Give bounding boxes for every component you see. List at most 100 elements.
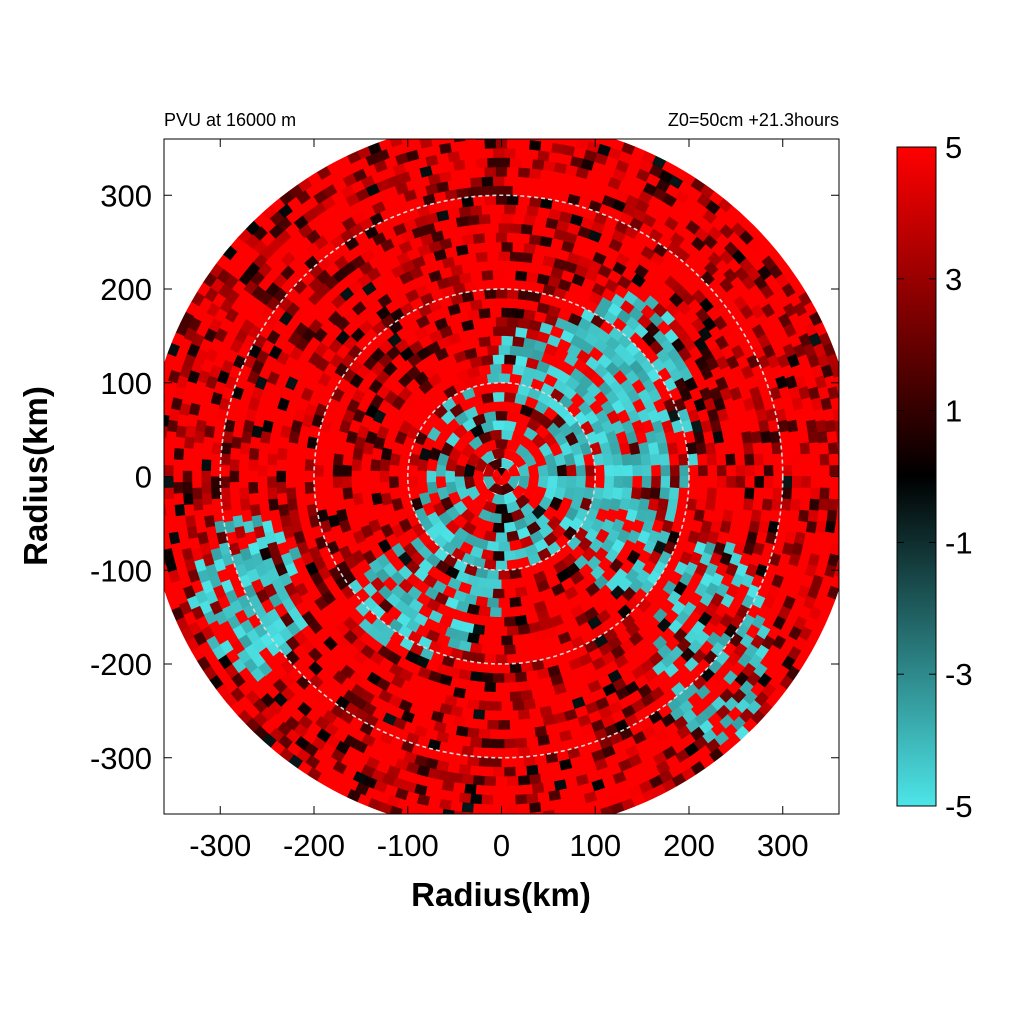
field-cell	[495, 382, 508, 393]
field-cell	[414, 754, 428, 768]
field-cell	[427, 240, 442, 254]
field-cell	[777, 419, 790, 433]
field-cell	[375, 261, 391, 276]
field-cell	[360, 644, 376, 660]
colorbar-tick-label: 1	[945, 394, 962, 429]
field-cell	[495, 626, 508, 637]
field-cell	[824, 374, 837, 389]
field-cell	[441, 684, 456, 697]
field-cell	[495, 260, 508, 271]
field-cell	[438, 237, 453, 250]
field-cell	[579, 339, 595, 355]
field-cell	[389, 380, 405, 397]
field-cell	[632, 397, 647, 413]
field-cell	[441, 160, 455, 173]
field-cell	[294, 459, 306, 472]
field-cell	[417, 696, 432, 710]
field-cell	[562, 552, 578, 568]
field-cell	[621, 452, 633, 466]
field-cell	[213, 419, 226, 433]
field-cell	[553, 682, 568, 696]
field-cell	[449, 535, 465, 551]
field-cell	[687, 186, 703, 202]
field-cell	[454, 476, 466, 490]
field-cell	[595, 409, 610, 425]
field-cell	[258, 647, 274, 663]
field-cell	[537, 463, 549, 477]
field-cell	[363, 568, 379, 584]
field-cell	[682, 336, 697, 352]
field-cell	[743, 498, 755, 511]
field-cell	[307, 318, 323, 334]
field-cell	[614, 251, 630, 267]
field-cell	[536, 178, 550, 190]
field-cell	[172, 386, 186, 401]
field-cell	[671, 165, 687, 180]
field-cell	[593, 633, 609, 649]
field-cell	[512, 484, 528, 501]
field-cell	[565, 506, 580, 522]
field-cell	[164, 465, 174, 477]
field-cell	[522, 365, 537, 379]
field-cell	[814, 374, 828, 389]
field-cell	[563, 525, 579, 542]
field-cell	[770, 654, 786, 670]
field-cell	[458, 611, 473, 624]
field-cell	[539, 197, 553, 210]
field-cell	[523, 485, 538, 501]
field-cell	[533, 600, 548, 614]
field-cell	[481, 147, 494, 159]
field-cell	[601, 370, 617, 387]
field-cell	[599, 139, 614, 148]
field-cell	[834, 564, 839, 578]
field-cell	[279, 325, 295, 341]
field-cell	[378, 689, 393, 704]
field-cell	[284, 650, 300, 666]
field-cell	[753, 662, 769, 678]
field-cell	[515, 643, 528, 655]
field-cell	[603, 627, 619, 643]
field-cell	[537, 791, 551, 804]
field-cell	[436, 572, 452, 587]
field-cell	[594, 787, 609, 801]
field-cell	[668, 763, 684, 779]
field-cell	[647, 497, 660, 512]
field-cell	[545, 694, 559, 707]
field-cell	[258, 392, 272, 407]
field-cell	[660, 653, 677, 669]
field-cell	[504, 550, 517, 562]
field-cell	[308, 674, 324, 690]
field-cell	[542, 714, 556, 727]
field-cell	[554, 486, 567, 501]
field-cell	[409, 551, 426, 567]
field-cell	[338, 419, 352, 434]
field-cell	[230, 436, 242, 450]
field-cell	[324, 722, 340, 738]
field-cell	[204, 650, 219, 667]
field-cell	[801, 542, 814, 556]
field-cell	[436, 486, 450, 501]
field-cell	[252, 712, 269, 728]
field-cell	[788, 312, 803, 327]
field-cell	[529, 802, 542, 814]
field-cell	[713, 315, 728, 331]
field-cell	[431, 502, 447, 518]
field-cell	[428, 492, 442, 507]
field-cell	[768, 386, 782, 401]
field-cell	[610, 645, 627, 660]
field-cell	[735, 333, 751, 349]
field-cell	[574, 325, 590, 341]
field-cell	[192, 498, 204, 512]
field-cell	[828, 487, 839, 500]
field-cell	[665, 754, 681, 770]
field-cell	[503, 175, 516, 187]
field-cell	[292, 307, 308, 323]
field-cell	[331, 657, 347, 673]
field-cell	[304, 696, 320, 712]
field-cell	[760, 430, 772, 444]
field-cell	[573, 579, 589, 595]
field-cell	[803, 407, 816, 422]
field-cell	[304, 183, 321, 199]
field-cell	[482, 500, 497, 515]
field-cell	[265, 329, 281, 345]
